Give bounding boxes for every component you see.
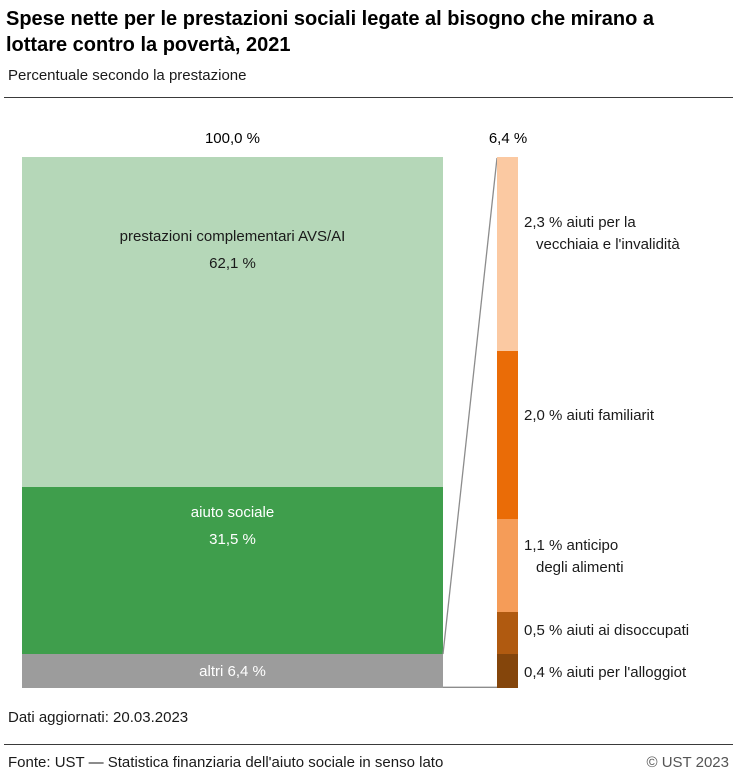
main-bar-segment-label: prestazioni complementari AVS/AI 62,1 % <box>119 228 346 272</box>
main-bar-total-label: 100,0 % <box>204 130 261 147</box>
detail-bar-segment-aiuti-per-l-alloggiot <box>497 654 518 688</box>
detail-segment-label-anticipo-degli-alimenti: 1,1 % anticipo degli alimenti <box>524 536 624 576</box>
detail-bar <box>497 157 518 688</box>
copyright-note: © UST 2023 <box>646 754 730 771</box>
detail-bar-total-label: 6,4 % <box>488 130 528 147</box>
chart-area: 100,0 % 6,4 % prestazioni complementari … <box>0 120 737 700</box>
chart-subtitle: Percentuale secondo la prestazione <box>8 67 247 84</box>
detail-segment-label-aiuti-familiarit: 2,0 % aiuti familiarit <box>524 407 655 425</box>
source-note: Fonte: UST — Statistica finanziaria dell… <box>8 754 444 771</box>
main-bar-segment-label: altri 6,4 % <box>199 663 266 680</box>
main-bar-segment-label: aiuto sociale 31,5 % <box>190 503 275 548</box>
connector-lines <box>442 157 498 688</box>
main-bar-segment-aiuto-sociale: aiuto sociale 31,5 % <box>22 486 443 654</box>
detail-bar-segment-aiuti-familiarit <box>497 350 518 520</box>
connector-top-line <box>442 157 498 655</box>
chart-title: Spese nette per le prestazioni sociali l… <box>6 8 654 57</box>
data-updated-note: Dati aggiornati: 20.03.2023 <box>8 709 189 726</box>
detail-bar-segment-aiuti-per-la-vecchiaia-e-l-invalidit <box>497 157 518 351</box>
detail-segment-label-aiuti-per-l-alloggiot: 0,4 % aiuti per l'alloggiot <box>524 664 687 682</box>
main-bar: prestazioni complementari AVS/AI 62,1 % ai… <box>22 157 443 688</box>
main-bar-segment-prestazioni-complementari-avs-ai: prestazioni complementari AVS/AI 62,1 % <box>22 157 443 487</box>
detail-segment-label-aiuti-ai-disoccupati: 0,5 % aiuti ai disoccupati <box>524 622 690 640</box>
detail-bar-segment-anticipo-degli-alimenti <box>497 519 518 613</box>
detail-segment-label-aiuti-per-la-vecchiaia-e-l-invalidit: 2,3 % aiuti per la vecchiaia e l'invalidi… <box>524 213 680 253</box>
main-bar-segment-altri: altri 6,4 % <box>22 654 443 688</box>
top-divider <box>4 97 733 98</box>
bottom-divider <box>4 744 733 745</box>
detail-bar-segment-aiuti-ai-disoccupati <box>497 612 518 655</box>
